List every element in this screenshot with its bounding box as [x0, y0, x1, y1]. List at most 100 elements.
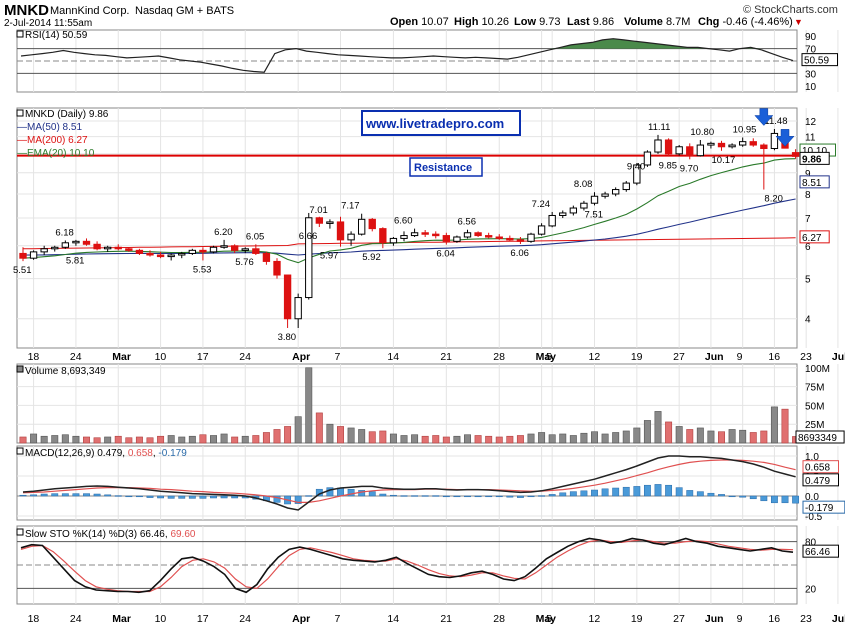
- candle-body: [347, 233, 355, 241]
- macd-histogram-bar: [591, 489, 598, 497]
- candle-body: [72, 240, 80, 244]
- macd-histogram-bar: [188, 495, 196, 499]
- price-annotation: 11.11: [648, 122, 670, 133]
- candle-body: [400, 235, 408, 239]
- candle-body: [230, 245, 239, 251]
- x-tick-label: 17: [197, 351, 209, 363]
- rsi-tick-label: 10: [805, 82, 817, 93]
- candle-body: [601, 193, 609, 197]
- ma50-value-tag-box: [799, 175, 830, 189]
- volume-value-tag-box: [795, 430, 845, 444]
- volume-bar: [210, 435, 217, 444]
- candle-body: [622, 182, 630, 191]
- macd-histogram-bar: [199, 495, 207, 499]
- macd-histogram-bar: [739, 495, 747, 498]
- price-tick-label: 5: [805, 275, 811, 286]
- macd-legend: MACD(12,26,9) 0.479, 0.658, -0.179: [25, 448, 187, 459]
- macd-tick-label: -0.5: [805, 512, 823, 523]
- volume-bar: [559, 433, 567, 444]
- volume-bar: [442, 436, 450, 444]
- volume-bar: [220, 433, 228, 444]
- volume-bar: [262, 432, 270, 444]
- candle-body: [410, 232, 419, 237]
- quote-label: Chg: [698, 16, 722, 28]
- macd-histogram-bar: [495, 495, 503, 498]
- candle-body: [199, 249, 207, 253]
- volume-bar: [305, 367, 313, 444]
- stockcharts-brand[interactable]: © StockCharts.com: [743, 4, 838, 16]
- macd-legend-histogram: -0.179: [158, 448, 187, 459]
- macd-histogram-bar: [559, 492, 567, 497]
- price-annotation: 7.17: [341, 201, 360, 212]
- sto-legend-d: 69.60: [170, 529, 195, 540]
- price-annotation: 8.20: [764, 194, 783, 205]
- macd-histogram-bar: [337, 487, 344, 497]
- volume-bar: [654, 411, 662, 444]
- rsi-panel: RSI(14) 50.59 90 70 30 10 50.59: [16, 29, 839, 93]
- sto-panel: 80 20 Slow STO %K(14) %D(3) 66.46, 69.60 66…: [16, 525, 839, 605]
- candle-body: [262, 252, 271, 262]
- x-tick-label: 16: [768, 351, 780, 363]
- candle-body: [442, 235, 451, 242]
- candle-body: [516, 239, 525, 242]
- resistance-label: Resistance: [414, 162, 472, 174]
- macd-histogram-bar: [442, 495, 450, 498]
- x-tick-label: 12: [589, 613, 601, 625]
- macd-histogram-bar: [104, 494, 112, 497]
- price-tick-label: 6: [805, 242, 811, 253]
- macd-histogram-bar: [210, 495, 217, 499]
- macd-histogram-bar: [379, 493, 387, 497]
- quote-label: Open: [390, 16, 421, 28]
- price-annotation: 6.60: [394, 216, 413, 227]
- x-tick-label: 17: [197, 613, 209, 625]
- volume-bar: [337, 426, 344, 444]
- ma200-value-tag: 6.27: [802, 233, 822, 244]
- macd-histogram-bar: [516, 495, 524, 498]
- volume-bar: [739, 429, 747, 444]
- volume-bar: [421, 435, 429, 444]
- macd-histogram-bar: [548, 494, 556, 497]
- macd-histogram-bar: [569, 491, 577, 497]
- quote-date: 2-Jul-2014 11:55am: [4, 18, 92, 29]
- candle-body: [336, 221, 345, 241]
- sto-value-tag: 66.46: [805, 547, 830, 558]
- price-frame: [16, 107, 798, 349]
- candle-body: [580, 202, 588, 209]
- macd-histogram-bar: [125, 495, 133, 498]
- x-tick-label: Apr: [292, 613, 310, 625]
- macd-histogram-bar: [135, 495, 143, 498]
- volume-bar: [72, 435, 80, 444]
- quote-open: Open 10.07: [390, 16, 449, 28]
- x-tick-label: 27: [673, 613, 685, 625]
- candle-body: [590, 195, 599, 204]
- candle-body: [474, 232, 482, 237]
- candle-body: [51, 246, 59, 250]
- macd-histogram-bar: [633, 486, 641, 497]
- volume-bar: [125, 437, 133, 444]
- candle-body: [294, 297, 302, 320]
- price-annotation: 6.05: [246, 231, 265, 242]
- macd-histogram-bar: [146, 495, 154, 498]
- macd-histogram-bar: [30, 494, 38, 497]
- macd-histogram-bar: [411, 495, 419, 497]
- sto-value-tag-box: [802, 544, 839, 558]
- rsi-tick-label: 70: [805, 45, 817, 56]
- volume-bar: [538, 432, 546, 444]
- quote-last: Last 9.86: [567, 16, 614, 28]
- volume-tick-label: 50M: [805, 401, 824, 412]
- candle-body: [61, 242, 70, 248]
- macd-histogram-bar: [178, 495, 186, 499]
- volume-bar: [231, 436, 239, 444]
- volume-tick-label: 25M: [805, 420, 824, 431]
- volume-bar: [315, 412, 323, 444]
- rsi-tick-label: 90: [805, 32, 817, 43]
- price-annotation: 6.06: [510, 248, 529, 259]
- candle-body: [432, 233, 440, 237]
- candle-body: [686, 146, 694, 157]
- macd-tick-label: 1.0: [805, 452, 819, 463]
- candle-body: [791, 152, 800, 157]
